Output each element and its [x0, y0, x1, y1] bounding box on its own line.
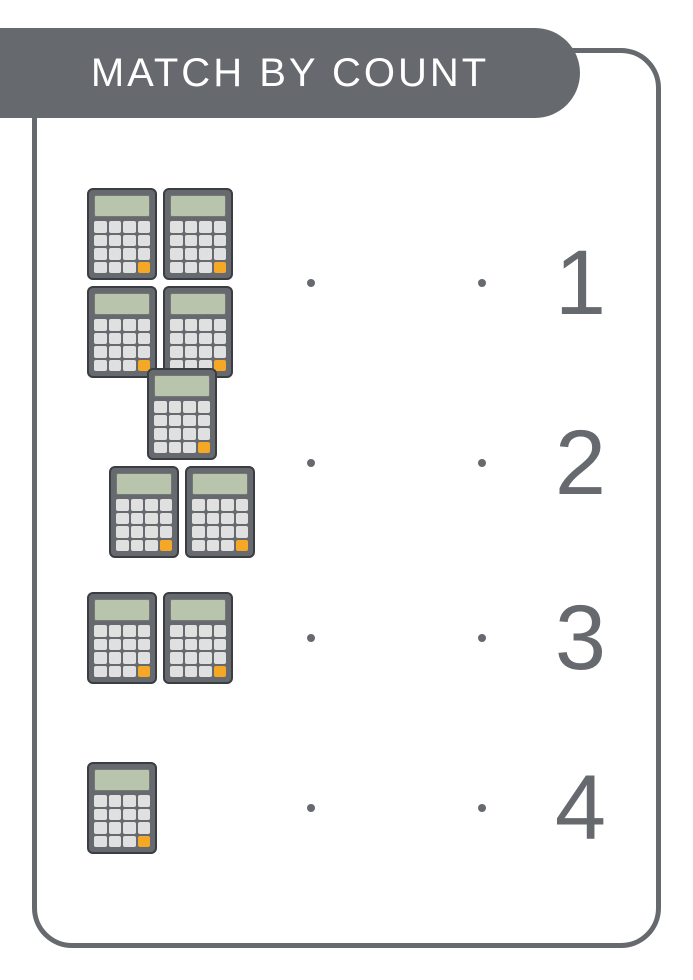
items-group[interactable] [87, 368, 277, 558]
items-group[interactable] [87, 592, 277, 684]
dot [478, 804, 486, 812]
match-dots [277, 459, 516, 467]
worksheet-frame: 1 2 3 4 [32, 48, 661, 948]
calculator-icon [163, 592, 233, 684]
calculator-icon [87, 188, 157, 280]
match-row: 3 [87, 553, 606, 723]
calculator-icon [163, 286, 233, 378]
dot [307, 804, 315, 812]
items-group[interactable] [87, 762, 277, 854]
dot [307, 634, 315, 642]
calculator-icon [87, 592, 157, 684]
items-group[interactable] [87, 188, 277, 378]
calculator-icon [163, 188, 233, 280]
number-option[interactable]: 1 [516, 231, 606, 336]
dot [478, 459, 486, 467]
match-row: 2 [87, 373, 606, 553]
content-area: 1 2 3 4 [87, 193, 606, 893]
calculator-icon [147, 368, 217, 460]
match-row: 1 [87, 193, 606, 373]
number-option[interactable]: 2 [516, 411, 606, 516]
calculator-icon [87, 286, 157, 378]
title-text: Match by count [91, 51, 489, 96]
dot [307, 279, 315, 287]
match-dots [277, 634, 516, 642]
title-bar: Match by count [0, 28, 580, 118]
dot [478, 279, 486, 287]
dot [307, 459, 315, 467]
calculator-icon [87, 762, 157, 854]
calculator-icon [185, 466, 255, 558]
match-row: 4 [87, 723, 606, 893]
number-option[interactable]: 4 [516, 756, 606, 861]
number-option[interactable]: 3 [516, 586, 606, 691]
dot [478, 634, 486, 642]
match-dots [277, 279, 516, 287]
calculator-icon [109, 466, 179, 558]
match-dots [277, 804, 516, 812]
